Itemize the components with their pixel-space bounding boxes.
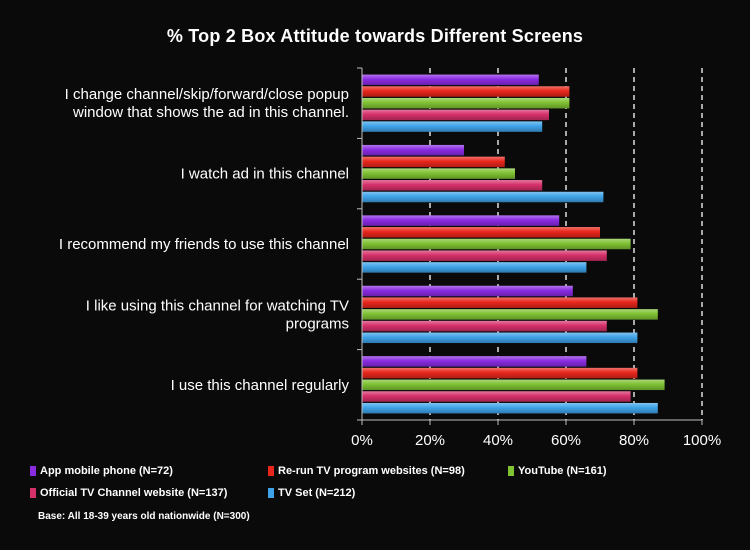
category-label: programs — [286, 315, 349, 332]
bar — [362, 332, 638, 344]
bar — [362, 238, 631, 250]
legend-row: Official TV Channel website (N=137) TV S… — [30, 482, 740, 504]
bar — [362, 168, 515, 179]
category-label: I watch ad in this channel — [181, 166, 349, 183]
category-label: I recommend my friends to use this chann… — [59, 236, 349, 253]
bar — [362, 144, 464, 156]
legend-label: YouTube (N=161) — [518, 465, 607, 477]
bar — [362, 285, 573, 297]
bar — [362, 109, 549, 121]
bar — [362, 356, 587, 367]
legend-swatch — [268, 466, 274, 476]
bar — [362, 86, 570, 97]
legend-label: App mobile phone (N=72) — [40, 465, 173, 477]
category-label: window that shows the ad in this channel… — [72, 104, 349, 121]
category-label: I use this channel regularly — [171, 377, 350, 394]
x-tick-label: 60% — [551, 432, 581, 449]
legend-item-tv-set: TV Set (N=212) — [268, 487, 355, 499]
bar — [362, 309, 658, 320]
bar — [362, 320, 607, 332]
bar — [362, 156, 505, 168]
bar — [362, 121, 543, 132]
x-tick-label: 0% — [351, 432, 373, 449]
legend-label: TV Set (N=212) — [278, 487, 356, 499]
bar — [362, 379, 665, 391]
bar — [362, 250, 607, 261]
legend-label: Re-run TV program websites (N=98) — [278, 465, 465, 477]
legend-swatch — [30, 466, 36, 476]
bar-chart-plot: I change channel/skip/forward/close popu… — [59, 67, 721, 449]
legend-label: Official TV Channel website (N=137) — [40, 487, 228, 499]
category-label: I like using this channel for watching T… — [86, 297, 349, 314]
legend-swatch — [508, 466, 514, 476]
bar — [362, 180, 543, 191]
legend-swatch — [268, 488, 274, 498]
x-tick-label: 80% — [619, 432, 649, 449]
bar — [362, 227, 600, 238]
bar — [362, 402, 658, 414]
bar — [362, 191, 604, 203]
bar — [362, 391, 631, 402]
base-note: Base: All 18-39 years old nationwide (N=… — [38, 511, 250, 522]
legend-item-rerun-websites: Re-run TV program websites (N=98) — [268, 465, 508, 477]
bar — [362, 97, 570, 109]
bar — [362, 367, 638, 379]
chart-title: % Top 2 Box Attitude towards Different S… — [166, 26, 584, 46]
bar — [362, 297, 638, 308]
bar — [362, 215, 560, 226]
legend: App mobile phone (N=72) Re-run TV progra… — [30, 460, 740, 504]
legend-row: App mobile phone (N=72) Re-run TV progra… — [30, 460, 740, 482]
x-tick-label: 40% — [483, 432, 513, 449]
legend-swatch — [30, 488, 36, 498]
bar — [362, 74, 539, 86]
legend-item-youtube: YouTube (N=161) — [508, 465, 607, 477]
legend-item-app-mobile: App mobile phone (N=72) — [30, 465, 268, 477]
category-label: I change channel/skip/forward/close popu… — [65, 86, 349, 103]
legend-item-official-website: Official TV Channel website (N=137) — [30, 487, 268, 499]
x-tick-label: 100% — [683, 432, 721, 449]
x-tick-label: 20% — [415, 432, 445, 449]
bar — [362, 262, 587, 273]
